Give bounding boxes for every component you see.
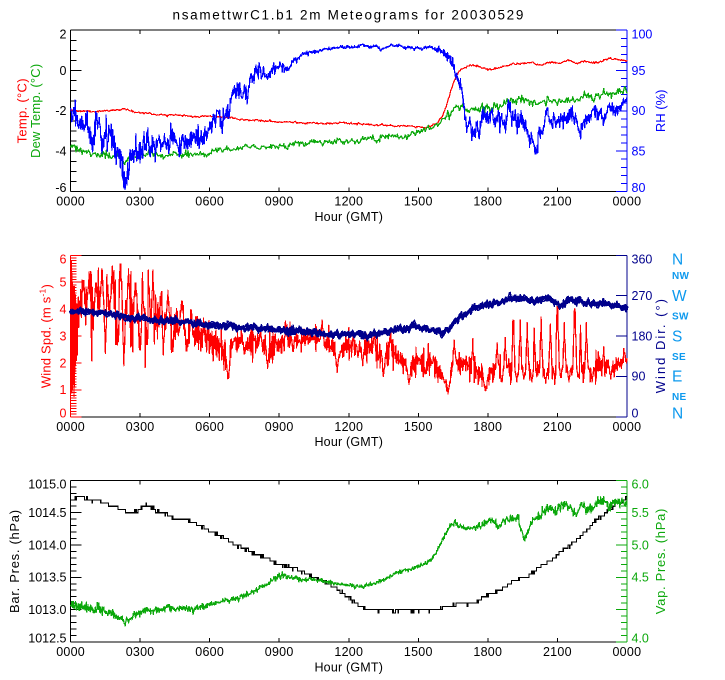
svg-text:5: 5 xyxy=(60,276,67,290)
svg-text:0600: 0600 xyxy=(195,420,224,434)
svg-text:-4: -4 xyxy=(55,145,66,159)
svg-text:0300: 0300 xyxy=(126,420,155,434)
svg-text:1500: 1500 xyxy=(404,420,433,434)
svg-text:2100: 2100 xyxy=(543,645,572,659)
svg-text:1015.0: 1015.0 xyxy=(28,478,66,492)
svg-text:RH (%): RH (%) xyxy=(653,89,668,132)
svg-text:Bar. Pres. (hPa): Bar. Pres. (hPa) xyxy=(7,509,22,613)
svg-text:6.0: 6.0 xyxy=(632,478,649,492)
svg-text:0900: 0900 xyxy=(265,195,294,209)
svg-text:180: 180 xyxy=(632,329,653,343)
svg-text:0900: 0900 xyxy=(265,420,294,434)
svg-text:2100: 2100 xyxy=(543,420,572,434)
svg-text:1500: 1500 xyxy=(404,195,433,209)
svg-text:95: 95 xyxy=(632,64,646,78)
svg-text:100: 100 xyxy=(632,27,653,41)
svg-text:W: W xyxy=(672,288,687,305)
svg-text:0300: 0300 xyxy=(126,645,155,659)
svg-text:1: 1 xyxy=(60,383,67,397)
svg-text:Dew Temp. (°C): Dew Temp. (°C) xyxy=(28,64,43,158)
svg-text:80: 80 xyxy=(632,181,646,195)
svg-text:4.5: 4.5 xyxy=(632,571,649,585)
svg-text:90: 90 xyxy=(632,104,646,118)
svg-text:0900: 0900 xyxy=(265,645,294,659)
svg-text:4: 4 xyxy=(60,302,67,316)
svg-text:0: 0 xyxy=(60,407,67,421)
svg-text:1014.5: 1014.5 xyxy=(28,506,66,520)
svg-text:SE: SE xyxy=(672,352,686,363)
svg-text:N: N xyxy=(672,406,683,423)
svg-text:0000: 0000 xyxy=(612,420,641,434)
svg-text:NW: NW xyxy=(672,271,690,282)
svg-text:Hour (GMT): Hour (GMT) xyxy=(314,435,383,449)
svg-text:-2: -2 xyxy=(55,104,66,118)
svg-text:2: 2 xyxy=(60,356,67,370)
svg-text:1800: 1800 xyxy=(473,420,502,434)
svg-text:Wind Dir. (°): Wind Dir. (°) xyxy=(653,297,668,393)
svg-text:85: 85 xyxy=(632,145,646,159)
svg-text:0: 0 xyxy=(60,64,67,78)
svg-text:0600: 0600 xyxy=(195,195,224,209)
svg-text:1014.0: 1014.0 xyxy=(28,538,66,552)
svg-text:NE: NE xyxy=(672,392,687,403)
svg-text:0000: 0000 xyxy=(56,420,85,434)
svg-text:1013.5: 1013.5 xyxy=(28,571,66,585)
svg-text:Vap. Pres. (hPa): Vap. Pres. (hPa) xyxy=(653,508,668,614)
svg-text:1200: 1200 xyxy=(334,420,363,434)
svg-text:6: 6 xyxy=(60,252,67,266)
svg-text:N: N xyxy=(672,251,683,268)
svg-text:360: 360 xyxy=(632,252,653,266)
svg-text:0000: 0000 xyxy=(56,195,85,209)
svg-text:0000: 0000 xyxy=(612,195,641,209)
svg-text:1500: 1500 xyxy=(404,645,433,659)
svg-text:1800: 1800 xyxy=(473,645,502,659)
svg-text:Hour (GMT): Hour (GMT) xyxy=(314,210,383,224)
svg-text:4.0: 4.0 xyxy=(632,632,649,646)
svg-text:S: S xyxy=(672,328,682,345)
svg-text:nsamettwrC1.b1 2m Meteograms f: nsamettwrC1.b1 2m Meteograms for 2003052… xyxy=(173,8,526,23)
svg-text:0: 0 xyxy=(632,407,639,421)
svg-text:1013.0: 1013.0 xyxy=(28,603,66,617)
svg-text:0600: 0600 xyxy=(195,645,224,659)
svg-text:2100: 2100 xyxy=(543,195,572,209)
svg-text:-6: -6 xyxy=(55,181,66,195)
svg-text:Temp. (°C): Temp. (°C) xyxy=(14,78,29,143)
svg-text:0300: 0300 xyxy=(126,195,155,209)
svg-text:3: 3 xyxy=(60,329,67,343)
svg-text:90: 90 xyxy=(632,370,646,384)
svg-text:E: E xyxy=(672,369,682,386)
svg-text:1200: 1200 xyxy=(334,195,363,209)
svg-text:2: 2 xyxy=(60,27,67,41)
svg-text:270: 270 xyxy=(632,289,653,303)
svg-text:5.5: 5.5 xyxy=(632,506,649,520)
svg-text:0000: 0000 xyxy=(56,645,85,659)
svg-text:0000: 0000 xyxy=(612,645,641,659)
svg-text:1012.5: 1012.5 xyxy=(28,632,66,646)
svg-text:5.0: 5.0 xyxy=(632,538,649,552)
svg-text:Hour (GMT): Hour (GMT) xyxy=(314,660,383,674)
svg-text:SW: SW xyxy=(672,312,689,323)
svg-text:1800: 1800 xyxy=(473,195,502,209)
svg-text:1200: 1200 xyxy=(334,645,363,659)
svg-text:Wind Spd. (m s-1): Wind Spd. (m s-1) xyxy=(38,284,54,388)
